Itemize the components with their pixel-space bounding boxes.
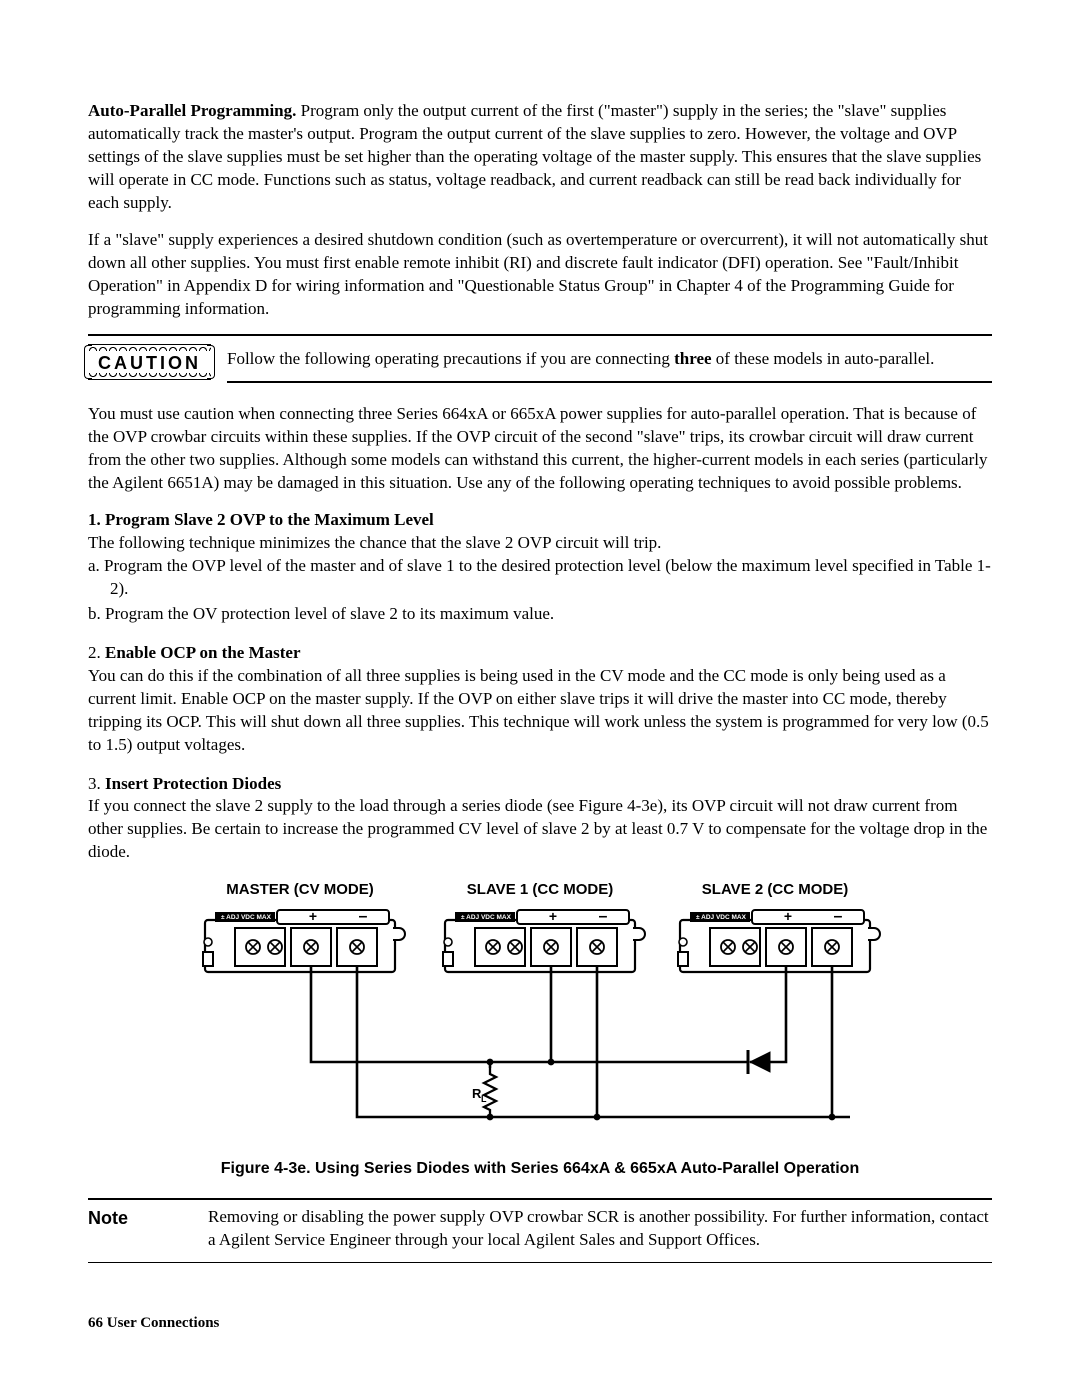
paragraph-slave-shutdown: If a "slave" supply experiences a desire…	[88, 229, 992, 321]
caution-bold: three	[674, 349, 711, 368]
section-3-body: If you connect the slave 2 supply to the…	[88, 795, 992, 864]
section-1: 1. Program Slave 2 OVP to the Maximum Le…	[88, 509, 992, 626]
diagram-svg: + – ± ADJ VDC MAX MASTER (CV MODE) SLAVE…	[190, 882, 890, 1142]
note-block: Note Removing or disabling the power sup…	[88, 1198, 992, 1263]
unit-slave2	[678, 908, 880, 972]
caution-block: CAUTION Follow the following operating p…	[88, 334, 992, 387]
paragraph-auto-parallel: Auto-Parallel Programming. Program only …	[88, 100, 992, 215]
svg-text:L: L	[481, 1094, 487, 1104]
section-1-line-a: a. Program the OVP level of the master a…	[88, 555, 992, 601]
section-1-heading: 1. Program Slave 2 OVP to the Maximum Le…	[88, 509, 992, 532]
section-1-line-b: b. Program the OV protection level of sl…	[88, 603, 992, 626]
caution-post: of these models in auto-parallel.	[712, 349, 935, 368]
unit-master	[203, 908, 405, 972]
sec3-num: 3.	[88, 774, 105, 793]
unit-slave1	[443, 908, 645, 972]
unit-title-2: SLAVE 2 (CC MODE)	[702, 882, 848, 898]
paragraph-caution-detail: You must use caution when connecting thr…	[88, 403, 992, 495]
wiring	[311, 966, 850, 1117]
section-2-body: You can do this if the combination of al…	[88, 665, 992, 757]
page-footer: 66 User Connections	[88, 1313, 992, 1333]
caution-label: CAUTION	[88, 347, 211, 377]
figure-4-3e: + – ± ADJ VDC MAX MASTER (CV MODE) SLAVE…	[88, 882, 992, 1142]
unit-title-0: MASTER (CV MODE)	[226, 882, 374, 898]
unit-title-1: SLAVE 1 (CC MODE)	[467, 882, 613, 898]
section-3-heading: 3. Insert Protection Diodes	[88, 773, 992, 796]
section-2: 2. Enable OCP on the Master You can do t…	[88, 642, 992, 757]
note-text: Removing or disabling the power supply O…	[208, 1206, 992, 1252]
caution-label-text: CAUTION	[98, 353, 201, 373]
load-resistor: R L	[472, 1062, 496, 1117]
section-3: 3. Insert Protection Diodes If you conne…	[88, 773, 992, 865]
note-label: Note	[88, 1206, 168, 1252]
lead-heading: Auto-Parallel Programming.	[88, 101, 296, 120]
sec2-num: 2.	[88, 643, 105, 662]
diode-icon	[730, 1050, 770, 1074]
figure-caption: Figure 4-3e. Using Series Diodes with Se…	[88, 1158, 992, 1180]
section-2-heading: 2. Enable OCP on the Master	[88, 642, 992, 665]
caution-pre: Follow the following operating precautio…	[227, 349, 674, 368]
junction-dots	[487, 1059, 836, 1121]
caution-text: Follow the following operating precautio…	[227, 340, 992, 383]
sec3-title: Insert Protection Diodes	[105, 774, 281, 793]
section-1-line0: The following technique minimizes the ch…	[88, 532, 992, 555]
sec2-title: Enable OCP on the Master	[105, 643, 301, 662]
